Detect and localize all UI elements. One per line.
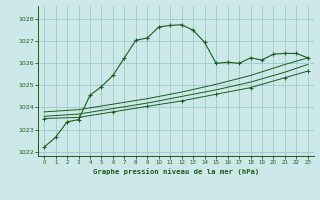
X-axis label: Graphe pression niveau de la mer (hPa): Graphe pression niveau de la mer (hPa) bbox=[93, 168, 259, 175]
